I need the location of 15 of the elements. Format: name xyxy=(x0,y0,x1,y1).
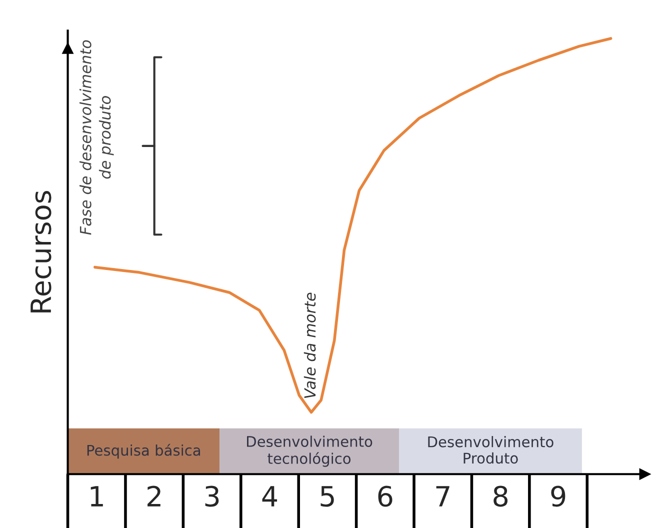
x-tick-label: 3 xyxy=(205,486,219,507)
x-tick-label: 9 xyxy=(551,486,566,507)
x-tick-label: 5 xyxy=(320,486,334,507)
annotation: Fase de desenvolvimento de produto xyxy=(80,40,114,235)
x-tick-label: 4 xyxy=(262,486,278,506)
x-tick-label: 7 xyxy=(436,486,450,506)
y-axis-title: Recursos xyxy=(30,191,52,312)
band-label: Pesquisa básica xyxy=(87,444,200,459)
band-label: Desenvolvimento Produto xyxy=(428,436,554,464)
band-label: Desenvolvimento tecnológico xyxy=(247,436,372,467)
annotation: Vale da morte xyxy=(304,292,316,398)
x-tick-label: 1 xyxy=(90,486,103,506)
x-tick-label: 8 xyxy=(494,486,508,507)
x-tick-label: 2 xyxy=(148,486,160,506)
x-tick-label: 6 xyxy=(378,486,392,507)
